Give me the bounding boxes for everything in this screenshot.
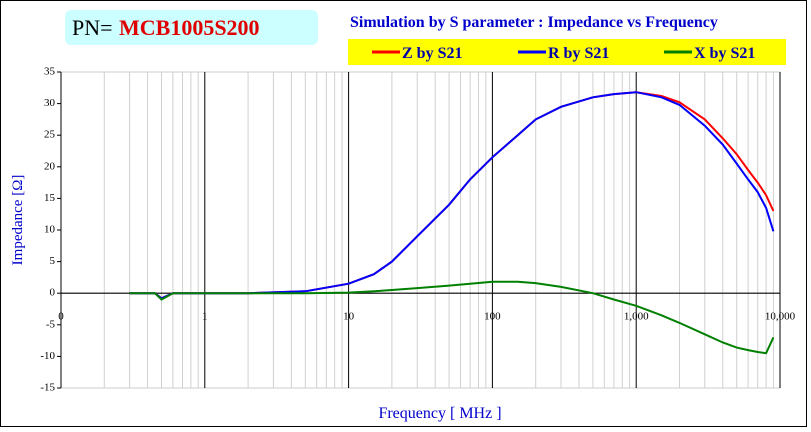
legend-label: R by S21 xyxy=(548,45,609,62)
y-tick-label: -10 xyxy=(40,350,55,362)
y-tick-label: 10 xyxy=(44,224,56,236)
chart-title: Simulation by S parameter : Impedance vs… xyxy=(350,14,718,31)
pn-label: PN= xyxy=(72,15,113,40)
x-tick-label: 1 xyxy=(202,311,208,323)
x-tick-label: 10,000 xyxy=(765,311,796,323)
legend-label: X by S21 xyxy=(694,45,755,62)
y-tick-label: -5 xyxy=(46,318,56,330)
x-tick-label: 100 xyxy=(484,311,501,323)
x-tick-label: 10 xyxy=(343,311,355,323)
y-tick-label: 5 xyxy=(50,255,56,267)
y-tick-label: 20 xyxy=(44,160,56,172)
legend xyxy=(348,39,786,65)
y-tick-label: 30 xyxy=(44,97,56,109)
line-series xyxy=(129,280,775,355)
x-tick-label: 1,000 xyxy=(624,311,649,323)
y-tick-label: 15 xyxy=(44,192,56,204)
y-tick-label: 25 xyxy=(44,129,56,141)
y-tick-label: 35 xyxy=(44,66,56,78)
y-tick-label: 0 xyxy=(50,287,56,299)
legend-label: Z by S21 xyxy=(402,45,462,62)
y-axis-label: Impedance [Ω] xyxy=(10,175,26,266)
x-tick-label: 0 xyxy=(58,311,64,323)
y-tick-label: -15 xyxy=(40,382,55,394)
x-axis-label: Frequency [ MHz ] xyxy=(378,405,501,422)
pn-box xyxy=(65,10,318,45)
pn-value: MCB1005S200 xyxy=(119,15,260,40)
